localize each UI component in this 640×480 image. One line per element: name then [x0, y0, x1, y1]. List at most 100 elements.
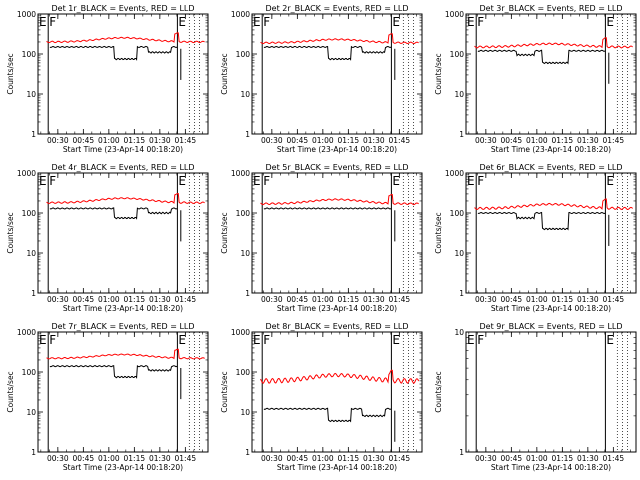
- series-lld-red: [46, 32, 205, 44]
- x-tick-label: 00:30: [47, 454, 69, 463]
- x-tick-label: 01:30: [149, 454, 171, 463]
- x-tick-label: 00:30: [475, 295, 497, 304]
- x-axis-label: Start Time (23-Apr-14 00:18:20): [277, 145, 397, 154]
- y-tick-label: 100: [22, 50, 37, 59]
- x-tick-label: 01:15: [124, 136, 146, 145]
- x-tick-label: 00:45: [501, 295, 523, 304]
- x-tick-label: 01:30: [149, 136, 171, 145]
- panel-title: Det 9r_BLACK = Events, RED = LLD: [479, 322, 622, 331]
- marker-label-e: E: [178, 174, 186, 188]
- y-tick-label: 100: [22, 209, 37, 218]
- marker-label-e: E: [39, 333, 47, 347]
- x-tick-label: 01:45: [389, 454, 411, 463]
- marker-label-e: E: [253, 174, 261, 188]
- marker-label-e: E: [392, 15, 400, 29]
- plot-frame: [251, 331, 423, 453]
- x-tick-label: 01:45: [389, 136, 411, 145]
- plot-frame: [37, 13, 209, 135]
- y-axis-label: Counts/sec: [6, 53, 15, 94]
- x-tick-label: 01:30: [363, 136, 385, 145]
- x-axis-label: Start Time (23-Apr-14 00:18:20): [63, 145, 183, 154]
- marker-label-e: E: [467, 174, 475, 188]
- y-tick-label: 1: [245, 130, 250, 139]
- x-tick-label: 00:45: [287, 295, 309, 304]
- y-tick-label: 1000: [231, 328, 250, 337]
- x-tick-label: 01:30: [577, 136, 599, 145]
- x-tick-label: 01:00: [98, 295, 120, 304]
- y-tick-label: 1: [31, 448, 36, 457]
- panel-title: Det 8r_BLACK = Events, RED = LLD: [265, 322, 408, 331]
- series-lld-red: [46, 192, 205, 205]
- y-tick-label: 1: [31, 130, 36, 139]
- x-axis-label: Start Time (23-Apr-14 00:18:20): [63, 304, 183, 313]
- x-tick-label: 00:30: [47, 136, 69, 145]
- plot-frame: [251, 172, 423, 294]
- marker-label-f: F: [477, 333, 484, 347]
- plot-frame: [465, 331, 637, 453]
- x-tick-label: 01:45: [389, 295, 411, 304]
- plot-frame: [465, 172, 637, 294]
- y-tick-label: 1: [245, 289, 250, 298]
- series-lld-red: [260, 33, 419, 45]
- y-tick-label: 1: [459, 289, 464, 298]
- panel-1: Det 1r_BLACK = Events, RED = LLD 1 10 100 10…: [6, 4, 209, 154]
- x-tick-label: 01:00: [312, 454, 334, 463]
- x-tick-label: 01:45: [603, 295, 625, 304]
- x-tick-label: 01:15: [552, 136, 574, 145]
- x-tick-label: 01:30: [577, 454, 599, 463]
- x-tick-label: 01:30: [577, 295, 599, 304]
- marker-label-e: E: [39, 15, 47, 29]
- y-tick-label: 1: [459, 448, 464, 457]
- x-tick-label: 01:15: [338, 454, 360, 463]
- x-tick-label: 01:30: [363, 454, 385, 463]
- panel-9: Det 9r_BLACK = Events, RED = LLD 1 10 00:30…: [434, 322, 637, 472]
- panel-title: Det 7r_BLACK = Events, RED = LLD: [51, 322, 194, 331]
- panel-title: Det 6r_BLACK = Events, RED = LLD: [479, 163, 622, 172]
- marker-label-e: E: [253, 333, 261, 347]
- marker-label-e: E: [253, 15, 261, 29]
- series-events-black: [263, 207, 392, 210]
- x-tick-label: 00:45: [287, 136, 309, 145]
- panel-title: Det 3r_BLACK = Events, RED = LLD: [479, 4, 622, 13]
- x-tick-label: 01:45: [603, 136, 625, 145]
- x-tick-label: 01:45: [175, 295, 197, 304]
- marker-label-e: E: [606, 15, 614, 29]
- x-tick-label: 01:15: [338, 295, 360, 304]
- marker-label-e: E: [392, 333, 400, 347]
- marker-label-e: E: [467, 333, 475, 347]
- x-tick-label: 01:00: [526, 454, 548, 463]
- x-tick-label: 01:15: [124, 454, 146, 463]
- y-tick-label: 10: [240, 90, 250, 99]
- panel-7: Det 7r_BLACK = Events, RED = LLD 1 10 100 10…: [6, 322, 209, 472]
- y-tick-label: 10: [26, 249, 36, 258]
- plot-frame: [37, 172, 209, 294]
- x-tick-label: 00:45: [501, 454, 523, 463]
- x-axis-label: Start Time (23-Apr-14 00:18:20): [277, 304, 397, 313]
- y-tick-label: 1000: [17, 169, 36, 178]
- x-tick-label: 01:00: [312, 136, 334, 145]
- y-tick-label: 1000: [231, 10, 250, 19]
- panel-title: Det 1r_BLACK = Events, RED = LLD: [51, 4, 194, 13]
- x-tick-label: 01:00: [98, 136, 120, 145]
- x-tick-label: 00:30: [261, 136, 283, 145]
- series-events-black: [477, 211, 606, 231]
- series-lld-red: [474, 198, 633, 211]
- marker-label-e: E: [392, 174, 400, 188]
- marker-label-e: E: [606, 333, 614, 347]
- y-tick-label: 10: [240, 249, 250, 258]
- y-axis-label: Counts/sec: [220, 371, 229, 412]
- y-tick-label: 100: [236, 368, 251, 377]
- panel-3: Det 3r_BLACK = Events, RED = LLD 1 10 100 10…: [434, 4, 637, 154]
- series-lld-red: [474, 37, 633, 49]
- panel-6: Det 6r_BLACK = Events, RED = LLD 1 10 100 10…: [434, 163, 637, 313]
- y-tick-label: 10: [454, 249, 464, 258]
- series-lld-red: [46, 348, 205, 360]
- x-tick-label: 01:30: [363, 295, 385, 304]
- x-tick-label: 01:00: [526, 295, 548, 304]
- y-tick-label: 1: [459, 130, 464, 139]
- marker-label-f: F: [477, 15, 484, 29]
- series-lld-red: [260, 369, 420, 385]
- panel-8: Det 8r_BLACK = Events, RED = LLD 1 10 100 10…: [220, 322, 423, 472]
- y-tick-label: 1000: [445, 169, 464, 178]
